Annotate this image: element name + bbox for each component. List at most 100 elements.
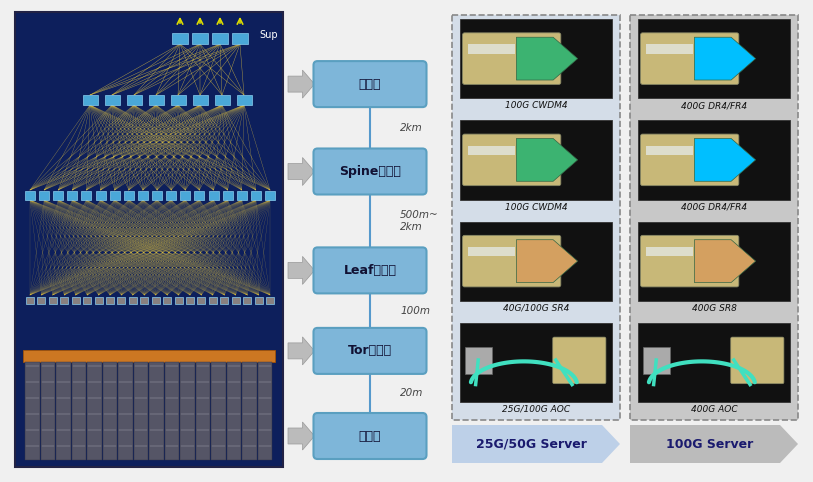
Text: 400G DR4/FR4: 400G DR4/FR4 [681,101,747,110]
Bar [464,347,492,374]
Bar [180,362,194,460]
Bar [25,190,35,200]
Bar [243,296,251,304]
Bar [232,296,240,304]
Bar [133,362,148,460]
Text: 服务器: 服务器 [359,429,381,442]
Polygon shape [288,158,315,186]
Polygon shape [288,70,315,98]
FancyBboxPatch shape [553,337,606,384]
Bar [254,296,263,304]
Bar [164,362,179,460]
Bar [37,296,46,304]
Text: 400G AOC: 400G AOC [691,405,737,414]
FancyBboxPatch shape [641,235,739,287]
Polygon shape [288,337,315,365]
Bar [149,95,163,105]
Text: 400G DR4/FR4: 400G DR4/FR4 [681,202,747,212]
Bar [467,44,515,54]
Bar [646,247,693,256]
Bar [72,296,80,304]
Bar [87,362,102,460]
Text: 20m: 20m [400,388,424,399]
Bar [67,190,77,200]
Bar [94,296,102,304]
Bar [186,296,194,304]
Polygon shape [288,256,315,284]
Bar [460,19,612,98]
Bar [212,32,228,43]
Text: 100G Server: 100G Server [666,438,753,451]
Bar [638,19,790,98]
Text: 400G SR8: 400G SR8 [692,304,737,313]
Bar [49,296,57,304]
Bar [180,190,190,200]
Text: 500m~
2km: 500m~ 2km [400,210,439,232]
Bar [124,190,134,200]
Bar [195,362,210,460]
Bar [467,247,515,256]
Bar [141,296,148,304]
Bar [72,362,86,460]
Polygon shape [452,425,620,463]
FancyBboxPatch shape [314,413,427,459]
Bar [194,190,204,200]
Bar [237,190,247,200]
Polygon shape [516,37,578,80]
Bar [460,323,612,402]
Bar [15,12,283,467]
Polygon shape [694,37,755,80]
Bar [460,120,612,200]
Bar [81,190,92,200]
FancyBboxPatch shape [314,328,427,374]
Bar [266,296,274,304]
Polygon shape [694,138,755,181]
Bar [128,296,137,304]
Bar [208,190,219,200]
Text: Leaf交换机: Leaf交换机 [344,264,397,277]
FancyBboxPatch shape [641,33,739,84]
Bar [127,95,141,105]
Bar [26,296,34,304]
Text: 40G/100G SR4: 40G/100G SR4 [502,304,569,313]
Bar [56,362,71,460]
FancyBboxPatch shape [641,134,739,186]
Bar [646,44,693,54]
Bar [175,296,183,304]
Bar [638,323,790,402]
Bar [163,296,172,304]
FancyBboxPatch shape [463,134,561,186]
Text: 100m: 100m [400,306,430,316]
Bar [152,190,162,200]
Text: 2km: 2km [400,123,423,133]
Bar [467,146,515,155]
Bar [138,190,148,200]
FancyBboxPatch shape [463,33,561,84]
Bar [642,347,670,374]
Polygon shape [288,422,315,450]
Bar [220,296,228,304]
Bar [106,296,114,304]
Polygon shape [516,138,578,181]
Bar [152,296,159,304]
Text: Tor交换机: Tor交换机 [348,345,392,357]
Bar [23,350,275,362]
Bar [171,95,185,105]
Bar [25,362,40,460]
Text: Sup: Sup [259,30,278,40]
Polygon shape [694,240,755,282]
FancyBboxPatch shape [314,61,427,107]
FancyBboxPatch shape [314,148,427,195]
Bar [102,362,117,460]
Bar [172,32,188,43]
Bar [96,190,106,200]
Bar [211,362,225,460]
Bar [39,190,49,200]
Text: 100G CWDM4: 100G CWDM4 [505,101,567,110]
Polygon shape [630,425,798,463]
Bar [209,296,217,304]
Text: 25G/100G AOC: 25G/100G AOC [502,405,570,414]
Bar [192,32,208,43]
Text: 路由器: 路由器 [359,78,381,91]
Bar [149,362,163,460]
